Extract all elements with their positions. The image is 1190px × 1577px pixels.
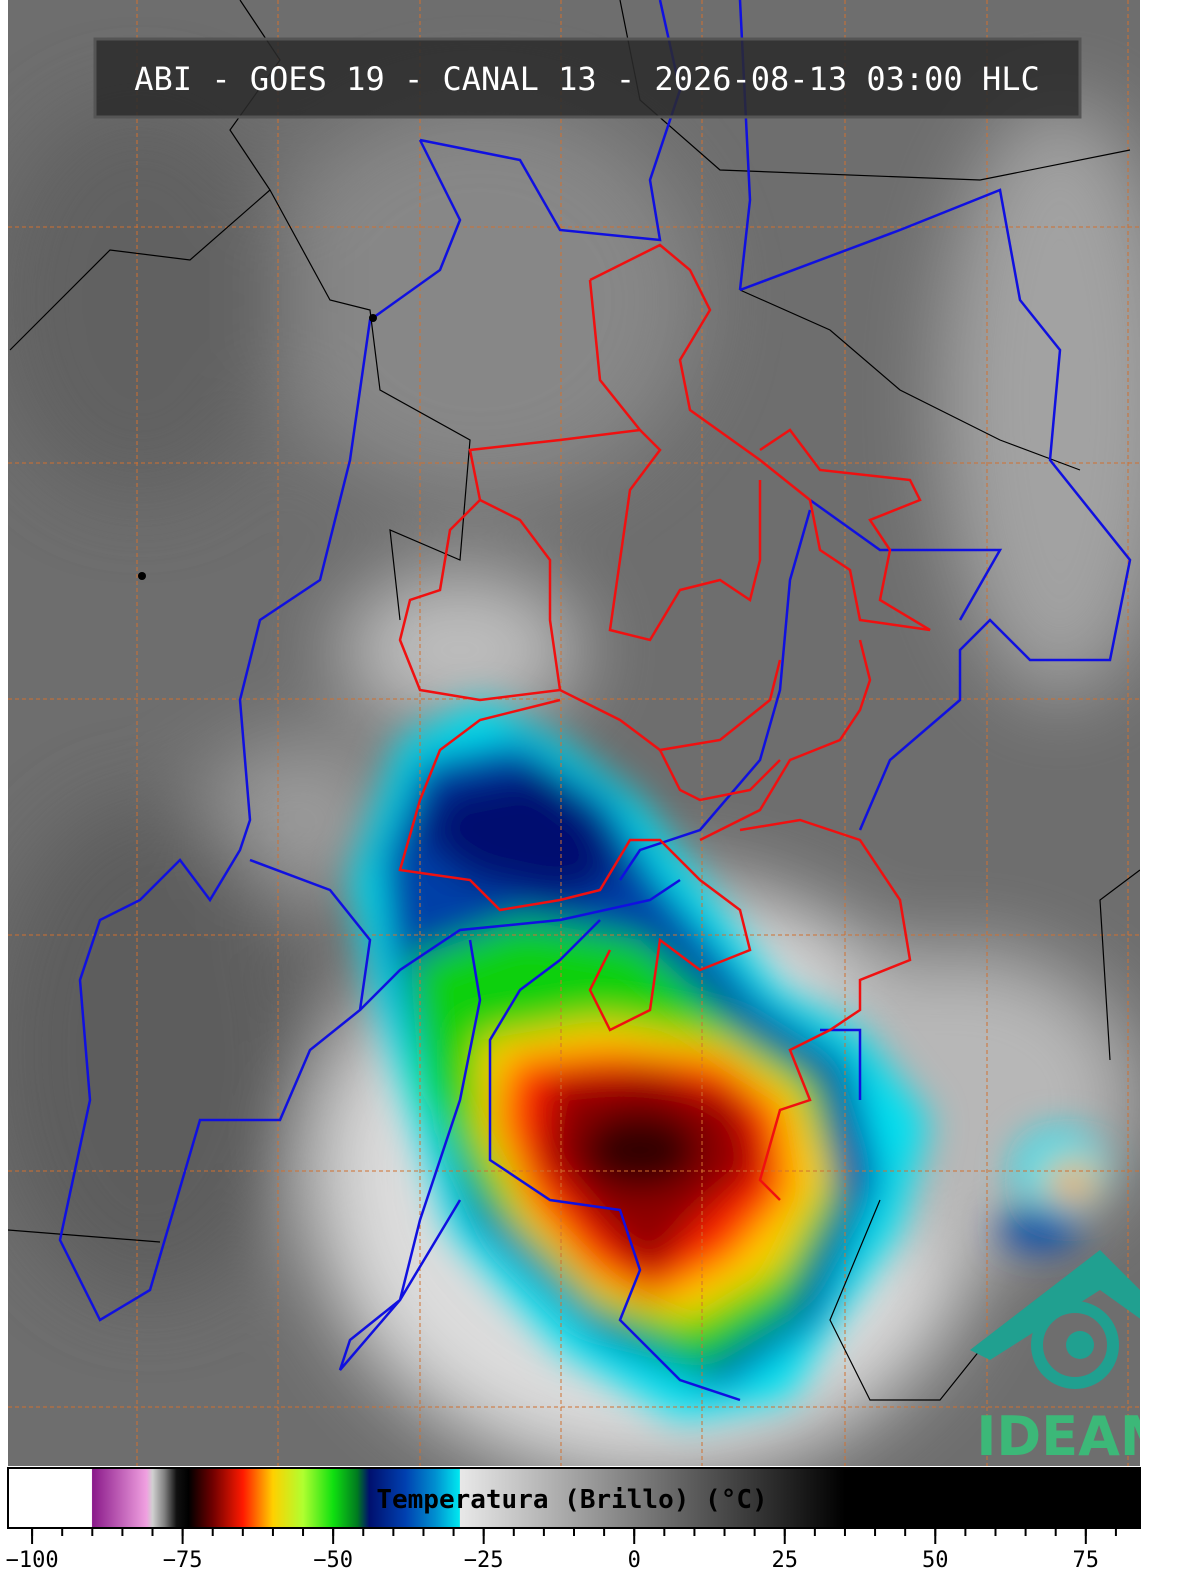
tick-label: 0 <box>628 1548 641 1573</box>
colorbar: Temperatura (Brillo) (°C) −100 −75 −50 −25 0… <box>6 1467 1141 1573</box>
title: ABI - GOES 19 - CANAL 13 - 2026-08-13 03… <box>134 60 1039 98</box>
tick-label: −100 <box>6 1548 59 1573</box>
tick-label: 75 <box>1073 1548 1100 1573</box>
tick-label: −75 <box>163 1548 203 1573</box>
tick-label: −50 <box>313 1548 353 1573</box>
colorbar-ramp <box>7 1467 1141 1529</box>
tick-label: −25 <box>464 1548 504 1573</box>
logo: IDEAM <box>970 1250 1173 1468</box>
municipal-borders <box>398 243 931 1201</box>
title-box <box>93 37 1082 119</box>
logo-text: IDEAM <box>976 1405 1173 1468</box>
colorbar-label: Temperatura (Brillo) (°C) <box>376 1485 767 1515</box>
satellite-image: IDEAM <box>8 0 1173 1468</box>
tick-label: 25 <box>771 1548 798 1573</box>
tick-label: 50 <box>922 1548 949 1573</box>
